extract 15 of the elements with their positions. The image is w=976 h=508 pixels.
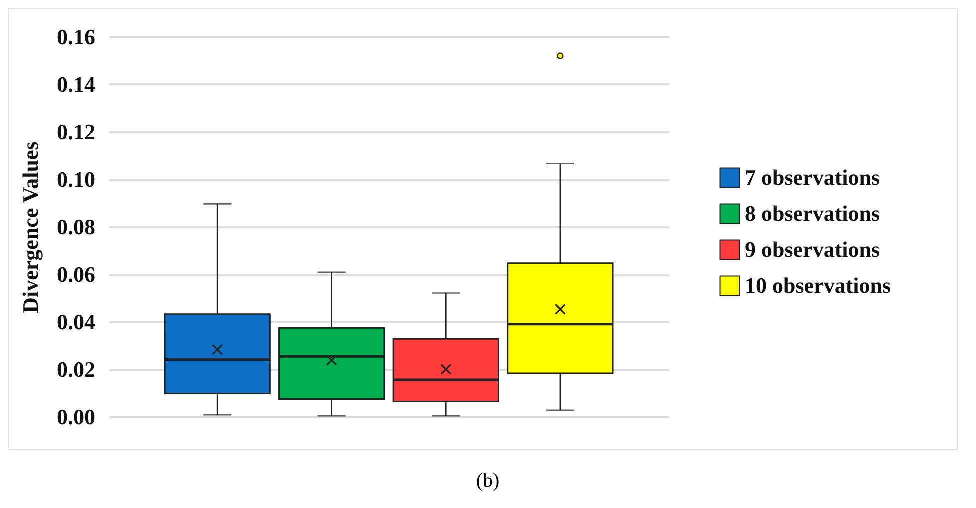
text: (b) [475,470,501,493]
y-tick-label: 0.14 [57,72,96,97]
legend-label: 9 observations [745,237,880,262]
y-tick-label: 0.06 [57,262,96,287]
y-tick-label: 0.02 [57,357,96,382]
y-tick-label: 0.08 [57,214,96,240]
legend-label: 7 observations [745,165,880,190]
legend-label: 8 observations [745,201,880,226]
y-tick-label: 0.00 [57,404,96,430]
y-tick-label: 0.10 [57,167,96,192]
y-tick-label: 0.16 [57,24,96,50]
y-axis-title: Divergence Values [18,141,43,314]
legend-label: 10 observations [745,273,892,298]
y-tick-label: 0.12 [57,120,96,144]
y-tick-label: 0.04 [57,310,96,334]
